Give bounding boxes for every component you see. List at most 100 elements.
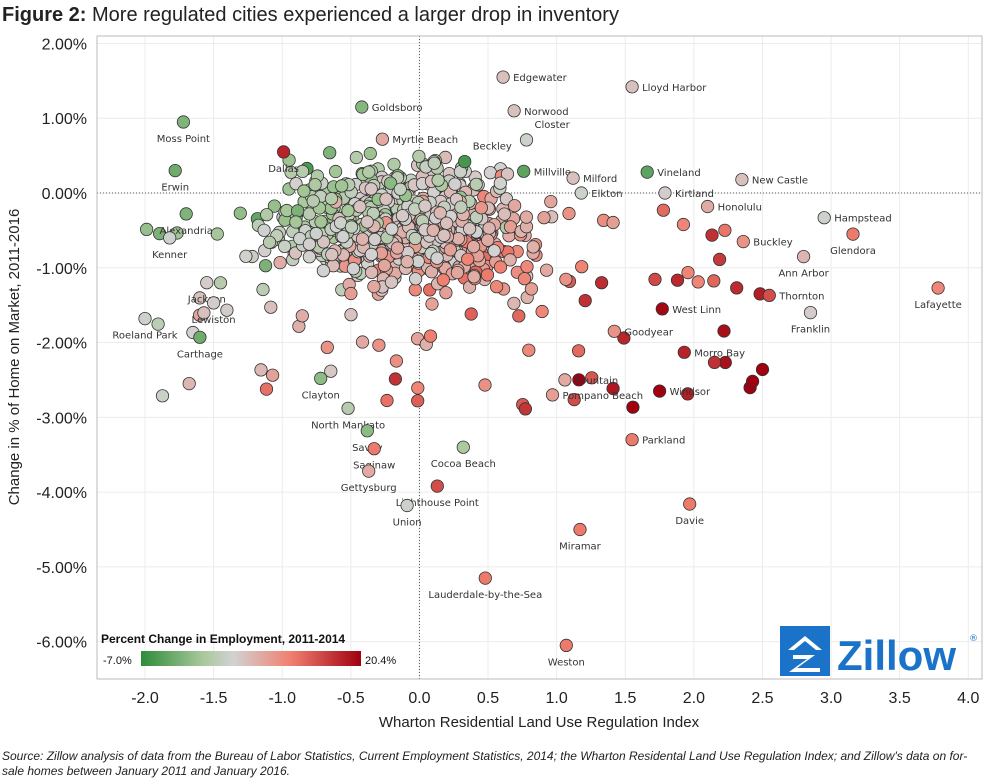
- y-axis-label: Change in % of Home on Market, 2011-2016: [6, 209, 23, 506]
- city-point-labeled: [796, 250, 811, 264]
- city-point: [426, 223, 440, 237]
- city-point: [707, 355, 722, 369]
- city-point: [349, 150, 363, 165]
- zillow-logo: Zillow ®: [780, 626, 978, 679]
- zillow-logo-text: Zillow: [837, 632, 956, 679]
- city-label: Glendora: [830, 246, 876, 257]
- x-tick-label: 1.5: [614, 690, 636, 707]
- city-point: [360, 215, 374, 229]
- city-point: [482, 221, 496, 235]
- city-point: [393, 182, 407, 196]
- city-point-labeled: [573, 522, 587, 537]
- legend-title: Percent Change in Employment, 2011-2014: [101, 632, 345, 646]
- city-point: [487, 244, 501, 258]
- scatter-chart: -2.0 -1.5 -1.0 -0.5 0.0 0.5 1.0 1.5 2.0 2.5 3.0 3.5…: [6, 35, 983, 731]
- x-tick-label: 3.0: [820, 690, 842, 707]
- city-label: Norwood: [524, 107, 568, 118]
- city-label: Dallas: [268, 164, 299, 175]
- city-point: [443, 243, 457, 257]
- city-point: [578, 293, 592, 308]
- city-point: [364, 182, 378, 196]
- city-point-labeled: [640, 165, 654, 179]
- city-point: [493, 260, 508, 274]
- city-label: Elkton: [591, 189, 622, 200]
- city-point: [353, 200, 367, 214]
- city-label: Union: [393, 518, 422, 529]
- city-point-labeled: [496, 70, 510, 84]
- city-point: [277, 239, 292, 253]
- city-point: [379, 192, 393, 206]
- city-point: [537, 211, 551, 225]
- city-point: [344, 286, 358, 301]
- city-point: [273, 255, 287, 270]
- city-point-labeled: [846, 227, 860, 241]
- city-point: [408, 231, 422, 246]
- city-point: [462, 222, 477, 236]
- city-label: Milford: [583, 174, 617, 185]
- city-point: [493, 176, 507, 190]
- x-tick-label: -1.0: [268, 690, 296, 707]
- y-tick-label: 1.00%: [42, 111, 87, 128]
- x-tick-label: 2.0: [683, 690, 705, 707]
- city-label: Lighthouse Point: [396, 498, 479, 509]
- city-point: [617, 331, 631, 345]
- city-point-labeled: [193, 330, 207, 344]
- city-point-labeled: [574, 186, 588, 200]
- city-label: Millville: [534, 167, 571, 178]
- city-point: [433, 206, 447, 220]
- city-point: [712, 252, 727, 266]
- city-point-labeled: [200, 276, 214, 290]
- city-point: [346, 262, 360, 276]
- city-point: [535, 304, 549, 319]
- city-point: [656, 203, 671, 217]
- background-points: [140, 146, 770, 416]
- city-point-labeled: [652, 384, 667, 398]
- city-label: Pompano Beach: [563, 391, 644, 402]
- city-point: [302, 237, 316, 251]
- x-tick-label: -1.5: [200, 690, 228, 707]
- city-label: Moss Point: [157, 134, 210, 145]
- city-point-labeled: [519, 133, 534, 147]
- city-point: [520, 260, 534, 274]
- city-point: [676, 217, 691, 232]
- city-point: [483, 166, 497, 180]
- city-point: [323, 146, 337, 160]
- city-point: [239, 249, 253, 263]
- city-point: [387, 157, 401, 171]
- city-point-labeled: [607, 324, 621, 338]
- city-point-labeled: [430, 479, 444, 493]
- city-point-labeled: [677, 345, 691, 359]
- city-point: [411, 254, 425, 268]
- city-label: Lewiston: [192, 315, 236, 326]
- y-tick-label: 2.00%: [42, 36, 87, 53]
- city-point: [377, 258, 392, 273]
- city-label: Windsor: [670, 387, 711, 398]
- city-point: [705, 228, 719, 242]
- source-note: Source: Zillow analysis of data from the…: [2, 749, 977, 779]
- city-point: [257, 223, 271, 237]
- city-point-labeled: [700, 199, 715, 214]
- city-label: Morro Bay: [694, 348, 745, 359]
- city-point: [400, 255, 414, 269]
- city-point-labeled: [655, 302, 669, 316]
- city-point-labeled: [566, 171, 580, 185]
- city-label: Hampstead: [834, 214, 892, 225]
- city-label: Erwin: [161, 183, 189, 194]
- city-label: Ann Arbor: [778, 269, 829, 280]
- city-label: Davie: [675, 516, 704, 527]
- plot-area: [97, 36, 982, 679]
- city-label: Kirtland: [675, 189, 714, 200]
- city-point: [367, 279, 381, 294]
- city-point-labeled: [138, 311, 152, 326]
- x-tick-label: 0.5: [477, 690, 499, 707]
- city-point: [302, 250, 316, 264]
- city-point-labeled: [179, 207, 193, 221]
- city-point: [324, 192, 339, 206]
- city-point: [500, 167, 515, 181]
- figure-label: Figure 2:: [2, 4, 87, 26]
- city-point: [507, 296, 521, 310]
- city-point: [474, 201, 488, 215]
- city-point: [707, 274, 721, 288]
- y-tick-label: -3.00%: [36, 410, 87, 427]
- city-point: [437, 228, 451, 242]
